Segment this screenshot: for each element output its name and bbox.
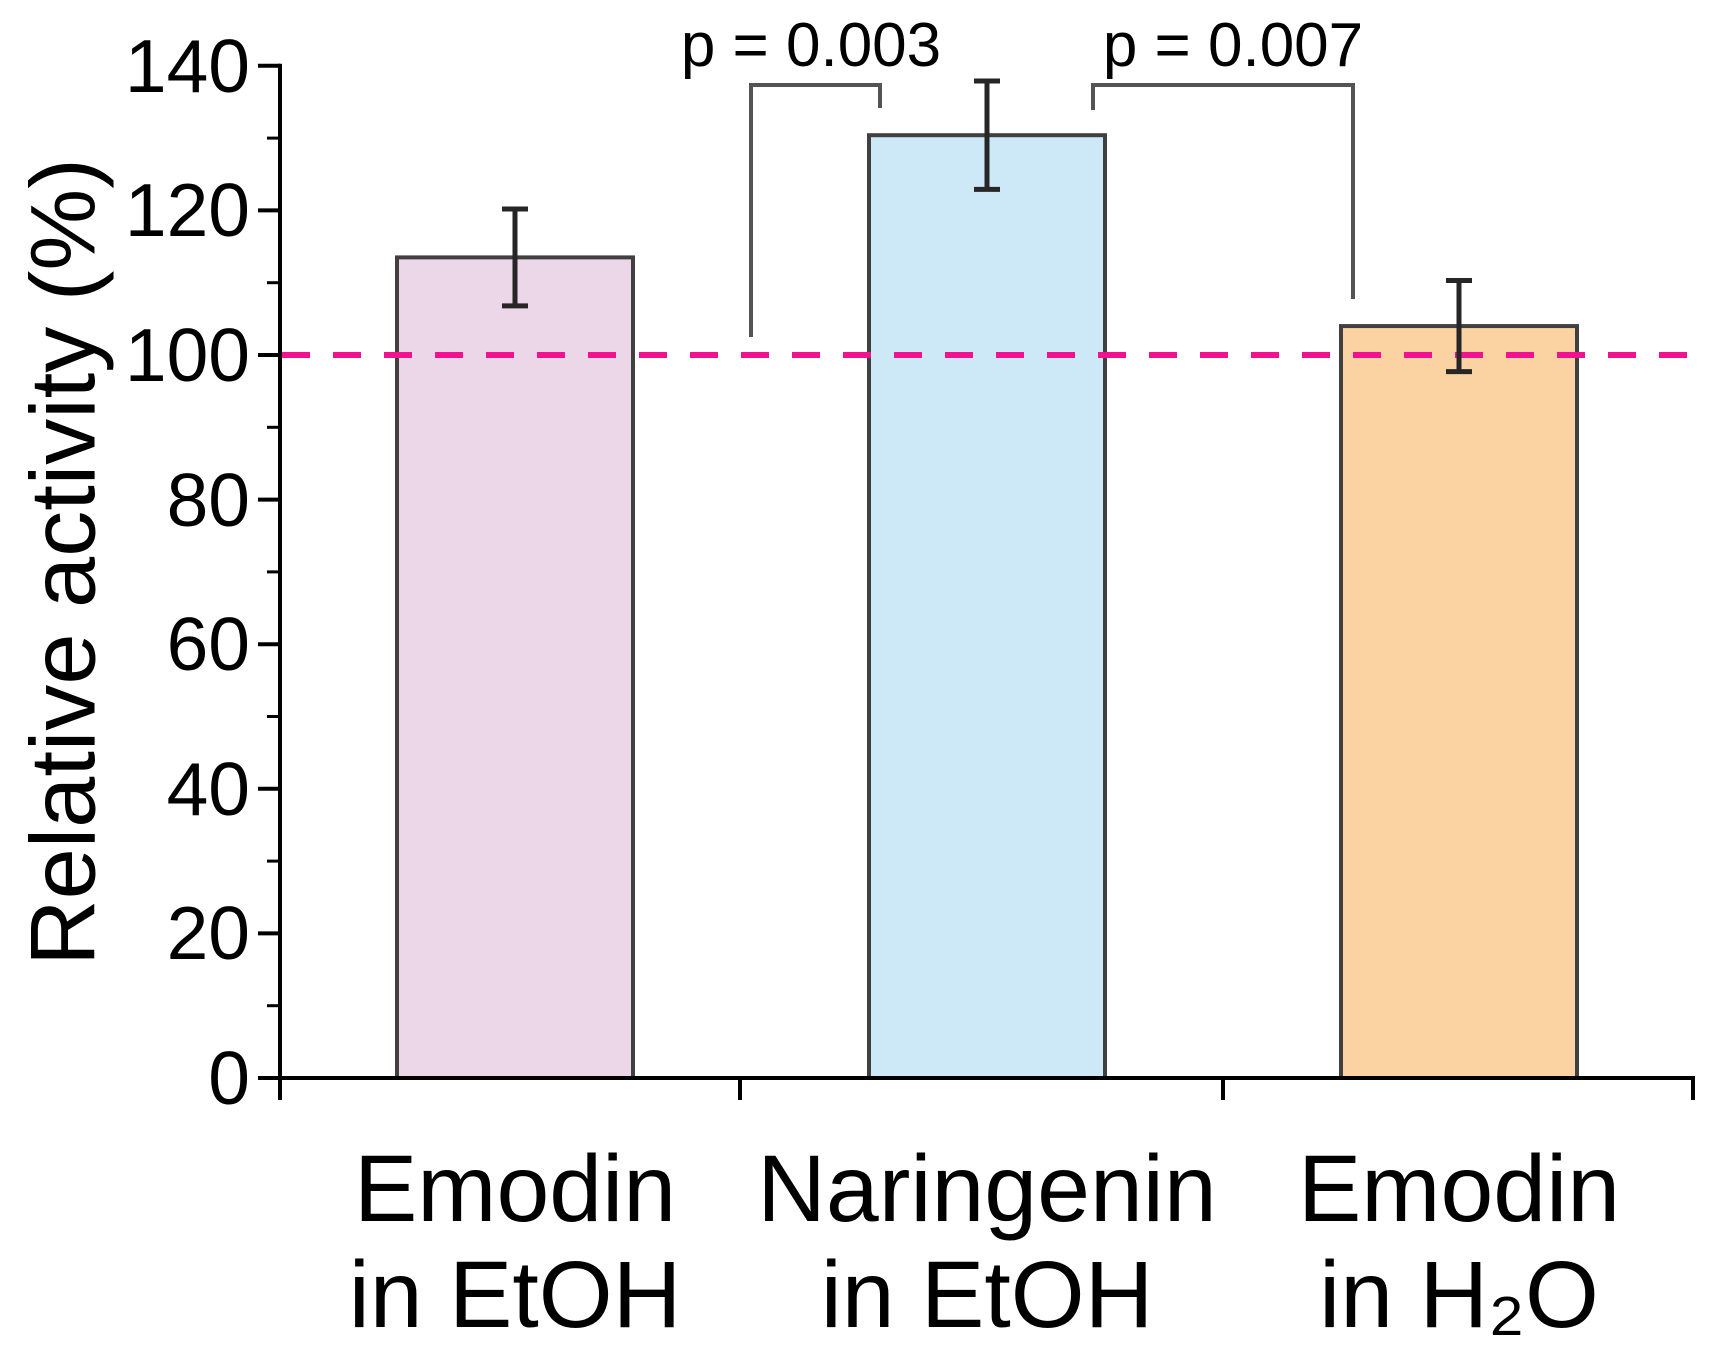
y-tick-label-120: 120 bbox=[124, 168, 250, 253]
bar-0 bbox=[395, 255, 635, 1080]
significance-label-2: p = 0.007 bbox=[1102, 11, 1364, 80]
y-axis-title: Relative activity (%) bbox=[12, 158, 115, 966]
x-category-label-1: Naringenin in EtOH bbox=[757, 1136, 1217, 1348]
significance-label-1: p = 0.003 bbox=[680, 11, 942, 80]
y-tick-label-0: 0 bbox=[208, 1036, 250, 1120]
significance-bracket-1 bbox=[749, 83, 882, 337]
y-tick-label-140: 140 bbox=[124, 23, 250, 108]
y-tick-label-60: 60 bbox=[166, 602, 250, 687]
y-tick-label-80: 80 bbox=[166, 457, 250, 542]
y-tick-label-20: 20 bbox=[166, 891, 250, 976]
bar-1 bbox=[867, 133, 1107, 1080]
bar-2 bbox=[1339, 324, 1579, 1080]
x-category-label-0: Emodin in EtOH bbox=[348, 1136, 682, 1348]
significance-bracket-2 bbox=[1091, 83, 1355, 299]
y-tick-label-40: 40 bbox=[166, 746, 250, 831]
y-tick-label-100: 100 bbox=[124, 313, 250, 397]
x-category-label-2: Emodin in H₂O bbox=[1297, 1136, 1621, 1348]
